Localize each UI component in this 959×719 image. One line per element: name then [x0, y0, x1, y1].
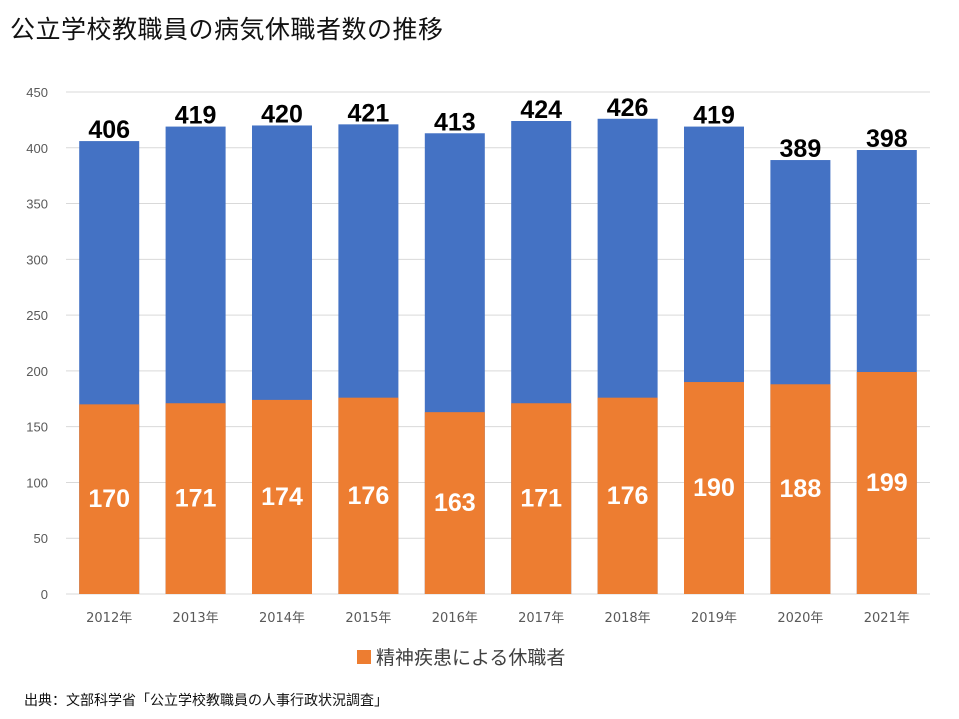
x-tick-label: 2021年	[864, 611, 910, 626]
data-label-mental: 176	[607, 482, 649, 510]
y-tick-label: 50	[34, 531, 48, 546]
y-axis-ticks: 0 50 100 150 200 250 300 350 400 450	[26, 85, 48, 602]
x-tick-label: 2017年	[518, 611, 564, 626]
data-label-total: 419	[175, 102, 217, 130]
data-label-mental: 190	[693, 474, 735, 502]
data-label-mental: 171	[520, 485, 562, 513]
bar-mental	[511, 403, 572, 594]
bars	[79, 118, 917, 595]
data-label-total: 389	[780, 135, 822, 163]
bar-mental	[424, 412, 485, 594]
legend-label-mental: 精神疾患による休職者	[376, 647, 565, 669]
data-label-total: 413	[434, 108, 476, 136]
x-tick-label: 2018年	[605, 611, 651, 626]
data-label-mental: 163	[434, 489, 476, 517]
data-label-total: 421	[348, 99, 390, 127]
bar-mental	[165, 403, 226, 594]
data-label-mental: 174	[261, 483, 303, 511]
x-tick-label: 2013年	[173, 611, 219, 626]
data-label-total: 420	[261, 100, 303, 128]
data-label-mental: 199	[866, 469, 908, 497]
x-tick-label: 2014年	[259, 611, 305, 626]
bar-mental	[252, 399, 312, 594]
chart-title: 公立学校教職員の病気休職者数の推移	[10, 15, 444, 44]
data-label-mental: 188	[780, 475, 822, 503]
y-tick-label: 300	[26, 252, 48, 267]
data-label-total: 424	[520, 96, 562, 124]
data-label-mental: 176	[348, 482, 390, 510]
y-tick-label: 350	[26, 197, 48, 212]
data-label-mental: 170	[88, 485, 130, 513]
legend: 精神疾患による休職者	[357, 647, 565, 669]
y-tick-label: 100	[26, 475, 48, 490]
data-label-total: 398	[866, 125, 908, 153]
y-tick-label: 400	[26, 141, 48, 156]
bar-mental	[684, 382, 744, 594]
data-label-total: 426	[607, 94, 649, 122]
data-label-mental: 171	[175, 485, 217, 513]
x-tick-label: 2012年	[86, 611, 132, 626]
legend-swatch-mental	[357, 650, 371, 664]
y-tick-label: 450	[26, 85, 48, 100]
y-tick-label: 150	[26, 420, 48, 435]
source-note: 出典：文部科学省「公立学校教職員の人事行政状況調査」	[24, 693, 388, 709]
x-tick-label: 2020年	[777, 611, 823, 626]
bar-mental	[770, 384, 831, 594]
bar-mental	[338, 397, 399, 594]
data-labels: 406 170 419 171 420 174 421 176 413 163 424 171 426 1…	[88, 94, 907, 517]
x-tick-label: 2019年	[691, 611, 737, 626]
data-label-total: 419	[693, 102, 735, 130]
x-tick-label: 2015年	[345, 611, 391, 626]
y-tick-label: 0	[41, 587, 48, 602]
x-tick-label: 2016年	[432, 611, 478, 626]
bar-mental	[856, 372, 917, 594]
data-label-total: 406	[88, 116, 130, 144]
bar-mental	[597, 397, 658, 594]
x-axis-ticks: 2012年 2013年 2014年 2015年 2016年 2017年 2018年 2019年…	[86, 611, 910, 626]
y-tick-label: 200	[26, 364, 48, 379]
bar-mental	[79, 404, 140, 594]
y-tick-label: 250	[26, 308, 48, 323]
